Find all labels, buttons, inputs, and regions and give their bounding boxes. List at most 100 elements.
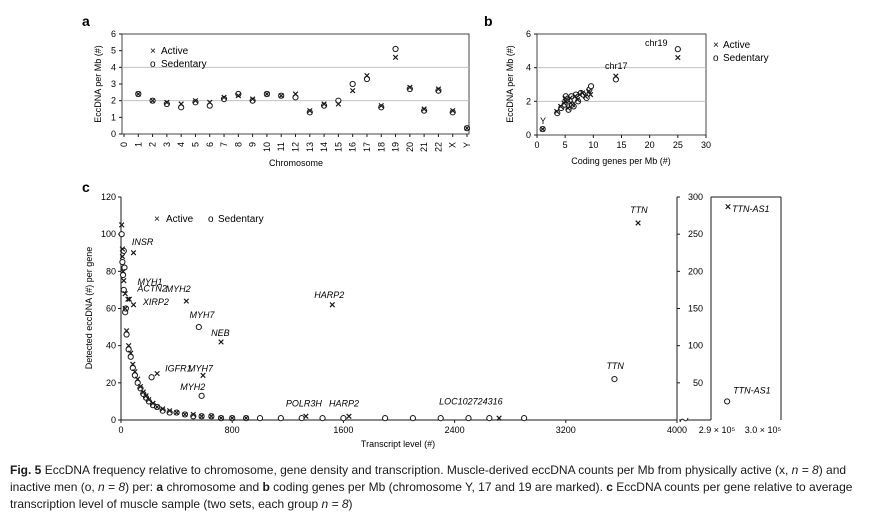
panel-a-point-active [421,106,427,112]
caption-c: c [606,480,613,494]
panel-b-xtick-label: 10 [588,140,598,150]
panel-a-xtick-label: 22 [433,142,443,152]
panel-a-point-active [464,125,470,131]
panel-c-ytick-label: 80 [106,266,116,276]
panel-a-point-active [378,102,384,109]
panel-b-point-active [539,126,546,132]
panel-c-point-sedentary [123,331,130,338]
panel-a-point-sedentary [449,109,456,116]
panel-b-ytick-label: 0 [526,130,531,140]
legend-b-active-label: Active [723,40,751,51]
panel-c-point-sedentary [521,415,528,422]
panel-c-xtick-label: 1600 [333,425,353,435]
panel-a-point-sedentary [235,90,242,98]
panel-b-point-active [582,93,589,100]
panel-a-point-active [207,99,213,106]
panel-c-annotation-label: ACTN2 [136,284,167,294]
panel-c-annotation-label: LOC102724316 [439,396,503,406]
panel-a-ytick-label: 6 [111,29,116,39]
panel-c-annotation-label: TTN-AS1 [732,204,770,214]
panel-c-point-active [208,413,215,420]
panel-c-point-sedentary [382,415,389,422]
panel-c-point-active-broken [725,203,731,210]
panel-a-xtick-label: 2 [148,142,158,147]
panel-c-point-active [119,246,126,252]
panel-c-point-active [200,372,206,379]
panel-a-xtick-label: 0 [119,142,129,147]
panel-a-point-sedentary [306,109,313,116]
panel-c-point-active [329,302,336,308]
panel-c-annotation-label: INSR [132,237,154,247]
panel-c-right-ytick-label: 300 [688,192,703,202]
panel-b-point-active [572,93,579,100]
panel-a-legend: × Active o Sedentary [150,46,207,70]
panel-a-xtick-label: 8 [233,142,243,147]
panel-c-point-sedentary [437,415,444,422]
panel-c-ytick-label: 40 [106,341,116,351]
panel-c-point-active [143,393,149,399]
panel-b-xtick-label: 15 [616,140,626,150]
panel-a-point-active [321,101,327,107]
caption-text-4: chromosome and [163,480,263,494]
panel-c-point-sedentary [119,271,127,279]
caption-text-5: coding genes per Mb (chromosome Y, 17 an… [269,480,607,494]
caption-text-2: ) and inactive men (o, [10,463,847,494]
panel-b-ytick-label: 6 [526,29,531,39]
panel-a-point-sedentary [163,100,170,108]
panel-b-chart: 0 2 4 6 0 5 10 15 20 25 30 [526,29,711,150]
panel-c-right-ytick-label: 100 [688,341,703,351]
panel-c-point-active [119,253,126,260]
panel-a-point-sedentary [192,99,199,106]
panel-a-point-sedentary [249,97,256,104]
panel-a-xlabel: Chromosome [269,158,323,168]
panel-b-point-active [574,96,581,103]
panel-c-point-active [173,409,180,416]
panel-c-point-active [121,277,127,284]
panel-a-point-active [407,84,413,91]
panel-letter-b: b [484,13,493,29]
panel-letter-a: a [82,13,90,29]
panel-c-point-active [120,268,126,275]
panel-a-xtick-label: 5 [190,142,200,147]
panel-a-xtick-label: 6 [205,142,215,147]
panel-a-ylabel: EccDNA per Mb (#) [93,45,103,123]
panel-b-point-sedentary [674,46,681,53]
panel-c-point-active [303,413,309,420]
panel-a-point-active [135,91,142,97]
panel-a-xtick-label: 1 [133,142,143,147]
legend-a-sedentary-label: Sedentary [161,59,207,70]
panel-c-point-active [128,350,134,356]
caption-fig-label: Fig. 5 [10,463,42,477]
panel-b-point-active [586,88,592,94]
panel-c-point-active [346,413,352,420]
panel-a-point-active [178,101,184,107]
caption-n1: n = 8 [791,463,819,477]
panel-c-point-active [154,404,160,410]
panel-c-point-active [126,296,133,302]
panel-c-point-sedentary [319,415,326,422]
panel-c-ylabel: Detected eccDNA (#) per gene [84,247,94,370]
panel-c-annotation-label: MYH7 [188,363,214,373]
panel-c-annotation-label: MYH2 [166,284,191,294]
panel-a-point-sedentary [378,104,385,111]
panel-c-xlabel: Transcript level (#) [361,439,435,449]
panel-c-point-sedentary [198,392,205,399]
panel-c-point-active [243,415,249,421]
panel-a-xtick-label: 15 [333,142,343,152]
panel-c-point-active [198,413,205,420]
panel-b-ytick-label: 2 [526,96,531,106]
panel-a-ytick-label: 0 [111,129,116,139]
panel-c-ytick-label: 100 [101,229,116,239]
panel-c-point-sedentary [277,415,284,422]
panel-c-annotation-label: MYH1 [138,277,163,287]
panel-c-point-active [154,370,160,377]
panel-a-xtick-label: Y [462,142,472,148]
panel-b-ylabel: EccDNA per Mb (#) [505,45,515,123]
panel-c-point-sedentary [409,415,416,422]
panel-c-xtick-label: 4000 [667,425,687,435]
panel-a-xtick-label: 4 [176,142,186,147]
panel-c-ytick-label: 0 [111,415,116,425]
panel-a-xtick-label: 11 [276,142,286,151]
panel-letter-c: c [82,179,90,195]
